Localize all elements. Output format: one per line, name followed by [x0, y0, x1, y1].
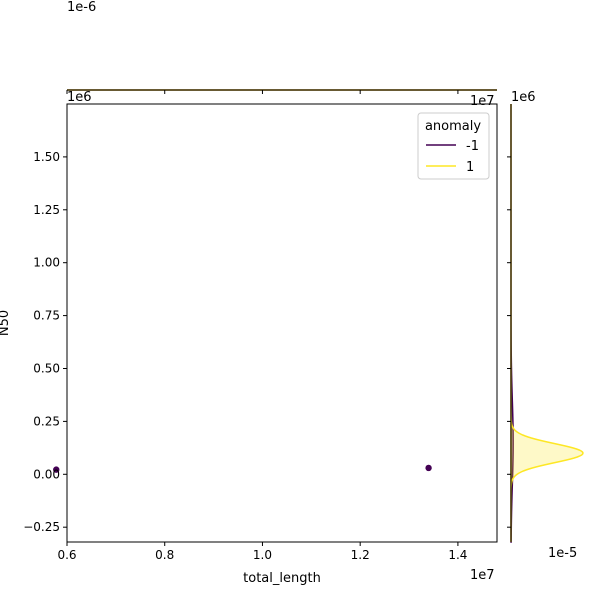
y-scale-label: 1e6	[67, 90, 92, 105]
y-tick-label: 1.00	[33, 256, 60, 270]
legend-title: anomaly	[425, 119, 481, 134]
marginal-top-x-scale: 1e7	[470, 94, 495, 109]
x-tick-label: 1.4	[448, 548, 467, 562]
plot-frame	[66, 103, 498, 543]
y-tick-label: −0.25	[23, 520, 60, 534]
x-scale-label: 1e7	[470, 568, 495, 583]
legend-label-1: 1	[466, 160, 474, 175]
y-tick-label: 1.50	[33, 150, 60, 164]
scatter-point-anomaly	[424, 463, 433, 472]
marginal-top: 1e-6 1e7	[66, 0, 497, 109]
main-axes: 1e6 0.20.40.60.81.01.21.4 −0.250.000.250…	[0, 90, 498, 586]
marginal-right-kde-normal	[510, 104, 584, 542]
scatter-point-anomaly	[52, 465, 61, 474]
y-axis-label: N50	[0, 310, 12, 336]
legend: anomaly -1 1	[417, 112, 490, 180]
marginal-top-scale-label: 1e-6	[67, 0, 96, 15]
marginal-right: 1e6 1e-5	[507, 90, 584, 561]
x-tick-label: 0.8	[155, 548, 174, 562]
y-tick-label: 0.75	[33, 309, 60, 323]
x-tick-label: 1.0	[253, 548, 272, 562]
y-tick-label: 0.50	[33, 361, 60, 375]
x-axis-label: total_length	[243, 571, 321, 586]
marginal-right-scale-label: 1e-5	[548, 546, 577, 561]
legend-label-neg1: -1	[466, 139, 479, 154]
x-tick-label: 1.2	[351, 548, 370, 562]
x-tick-label: 0.6	[57, 548, 76, 562]
y-tick-label: 1.25	[33, 203, 60, 217]
y-tick-label: 0.25	[33, 414, 60, 428]
y-tick-label: 0.00	[33, 467, 60, 481]
legend-box	[417, 112, 490, 180]
marginal-right-y-scale: 1e6	[511, 90, 536, 105]
